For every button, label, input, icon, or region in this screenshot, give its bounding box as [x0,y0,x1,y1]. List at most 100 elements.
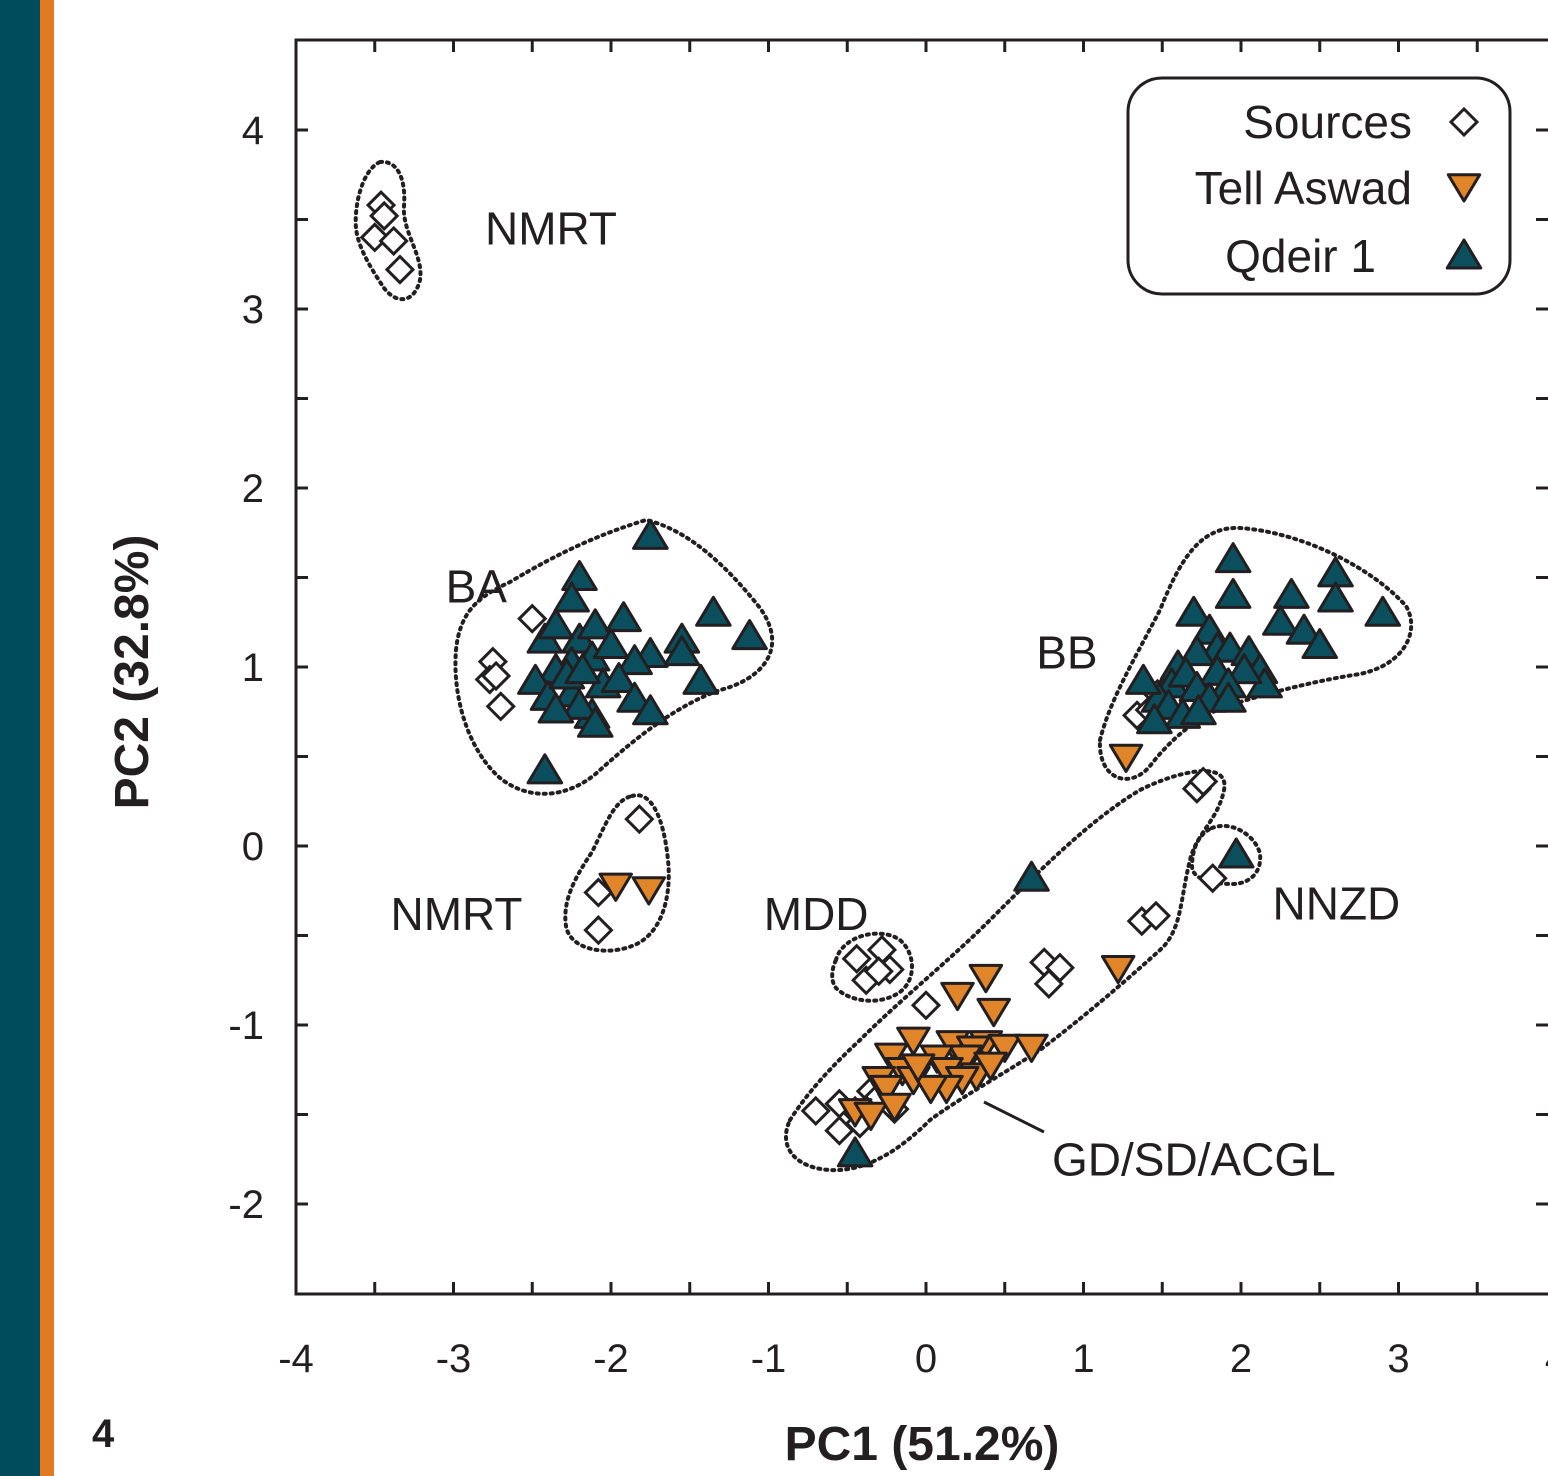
point-qdeir-1 [731,619,768,651]
point-qdeir-1 [663,635,701,667]
point-qdeir-1 [616,644,653,676]
point-qdeir-1 [592,628,630,660]
x-tick-label: -4 [278,1337,314,1381]
cluster-label: MDD [764,888,869,940]
point-sources [485,691,516,722]
point-qdeir-1 [1273,577,1310,609]
point-qdeir-1 [1136,703,1173,735]
outline-bb [1097,525,1414,781]
point-sources [1033,968,1064,999]
point-qdeir-1 [553,581,590,613]
point-qdeir-1 [1262,604,1299,636]
point-qdeir-1 [1013,860,1050,892]
cluster-label: NNZD [1273,877,1401,929]
point-sources [369,200,400,232]
point-qdeir-1 [1225,653,1263,685]
cluster-label: NMRT [391,888,523,940]
cluster-label: GD/SD/ACGL [1052,1133,1336,1185]
cluster-labels: NMRT BA NMRT MDD BB NNZD GD/SD/ACGL [391,202,1401,1185]
point-qdeir-1 [1317,581,1354,613]
point-qdeir-1 [1180,694,1217,726]
point-tell-aswad [1108,743,1144,773]
point-qdeir-1 [537,608,575,640]
point-tell-aswad [976,997,1011,1028]
y-tick-label: 3 [242,288,264,332]
cluster-label: BA [446,560,508,612]
point-tell-aswad [987,1033,1022,1063]
point-sources [841,943,872,974]
side-accent-bar-teal [0,0,40,1476]
y-tick-label: 1 [242,646,264,690]
point-tell-aswad [598,872,633,902]
y-axis-tick-labels: -2 -1 0 1 2 3 4 [228,109,264,1227]
y-axis-title: PC2 (32.8%) [106,535,159,810]
point-tell-aswad [853,1101,889,1131]
x-tick-label: 1 [1072,1337,1094,1381]
point-qdeir-1 [682,663,720,695]
point-qdeir-1 [537,692,575,724]
point-qdeir-1 [836,1136,874,1168]
point-tell-aswad [631,876,667,906]
point-qdeir-1 [1214,542,1252,574]
point-qdeir-1 [605,601,642,633]
point-qdeir-1 [1285,613,1323,645]
legend-label-sources: Sources [1243,96,1412,148]
legend-marker-qdeir-1 [1445,238,1483,270]
point-tell-aswad [1014,1033,1049,1063]
point-sources [800,1095,831,1127]
point-qdeir-1 [616,681,653,713]
point-sources [583,915,614,946]
legend-label-qdeir-1: Qdeir 1 [1225,230,1376,282]
point-qdeir-1 [1301,628,1339,660]
cluster-label: NMRT [485,202,617,254]
x-tick-label: -1 [751,1337,787,1381]
point-qdeir-1 [1178,635,1216,667]
y-tick-label: 4 [242,109,264,153]
outline-ba [453,517,775,796]
page-number: 4 [92,1412,115,1456]
legend-marker-sources [1448,106,1480,138]
point-qdeir-1 [1125,663,1162,695]
cluster-outlines [353,159,1414,1173]
point-tell-aswad [968,963,1004,994]
point-sources [480,660,512,692]
point-qdeir-1 [561,560,598,591]
point-qdeir-1 [576,706,614,738]
legend-box [1126,76,1512,296]
point-sources [378,225,409,257]
point-tell-aswad [913,1074,948,1105]
x-tick-label: -3 [436,1337,472,1381]
legend-label-tell-aswad: Tell Aswad [1195,162,1412,214]
point-sources [1140,900,1172,931]
point-sources [517,603,548,634]
point-qdeir-1 [695,595,732,627]
point-qdeir-1 [526,753,564,785]
outline-nmrt-upper [353,159,423,301]
legend: Sources Tell Aswad Qdeir 1 [1126,76,1512,296]
point-sources [1188,766,1219,797]
cluster-label: BB [1036,627,1097,679]
x-tick-label: 4 [1545,1337,1548,1381]
point-qdeir-1 [561,688,598,720]
x-axis-tick-labels: -4 -3 -2 -1 0 1 2 3 4 [278,1337,1548,1381]
point-qdeir-1 [632,518,669,550]
point-qdeir-1 [632,694,669,726]
point-tell-aswad [900,1053,936,1083]
point-qdeir-1 [1217,837,1255,869]
point-qdeir-1 [600,662,638,694]
point-qdeir-1 [1210,681,1247,713]
data-points [359,190,1402,1168]
x-tick-label: 2 [1230,1337,1252,1381]
point-tell-aswad [973,1051,1008,1081]
point-tell-aswad [877,1092,912,1123]
side-accent-bar-orange [40,0,54,1476]
point-sources [624,804,655,835]
point-sources [910,990,942,1021]
point-sources [863,956,894,987]
point-sources [359,222,390,253]
point-tell-aswad [896,1026,931,1056]
y-tick-label: -2 [228,1183,264,1227]
point-sources [384,254,416,285]
axis-ticks [296,40,1548,1294]
